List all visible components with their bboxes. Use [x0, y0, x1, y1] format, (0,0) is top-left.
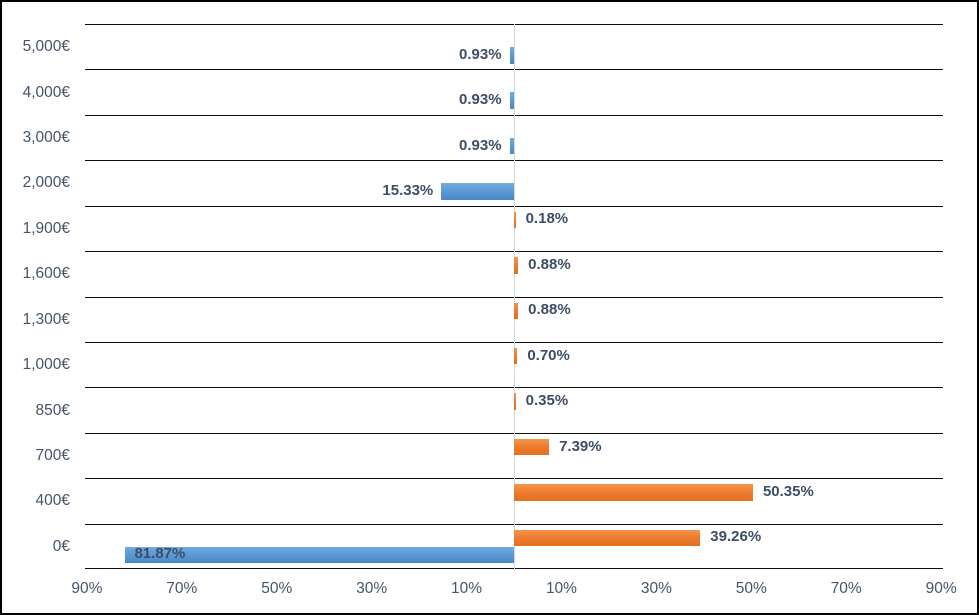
bar-label: 39.26%: [710, 528, 762, 546]
category-label: 1,900€: [22, 219, 70, 237]
bar-label: 81.87%: [134, 545, 186, 563]
x-tick-label: 50%: [735, 580, 767, 597]
bar-label: 0.88%: [528, 301, 571, 319]
bar-label: 0.88%: [528, 255, 571, 273]
x-tick-label: 50%: [261, 580, 293, 597]
bar-label: 0.35%: [525, 392, 569, 410]
category-label: 3,000€: [22, 129, 70, 147]
category-label: 850€: [35, 401, 70, 419]
x-tick-label: 90%: [71, 580, 103, 597]
bar-label: 0.70%: [527, 346, 570, 364]
bar-label: 7.39%: [559, 437, 602, 455]
bar-blue-left: [509, 47, 514, 64]
category-label: 0€: [52, 537, 70, 555]
x-tick-label: 30%: [640, 580, 672, 597]
x-tick-label: 70%: [166, 580, 198, 597]
zero-axis-line: [514, 24, 515, 569]
bar-label: 0.18%: [525, 210, 569, 228]
bar-orange-right: [514, 347, 518, 365]
bar-blue-left: [509, 92, 514, 109]
x-tick-label: 90%: [925, 580, 957, 597]
category-label: 4,000€: [22, 83, 70, 101]
category-label: 700€: [35, 446, 70, 464]
bar-blue-left: [441, 183, 514, 200]
x-tick-label: 10%: [451, 580, 483, 597]
category-label: 5,000€: [22, 38, 70, 56]
bar-orange-right: [514, 302, 519, 319]
category-label: 1,300€: [22, 310, 70, 328]
x-tick-label: 70%: [830, 580, 862, 597]
value-axis: 90% 70% 50% 30% 10% 10% 30% 50% 70% 90%: [71, 579, 956, 601]
bar-label: 0.93%: [459, 91, 502, 109]
bar-orange-right: [514, 257, 519, 274]
x-tick-label: 30%: [356, 580, 388, 597]
bar-label: 50.35%: [762, 482, 814, 500]
bar-orange-right: [514, 438, 550, 456]
bar-label: 15.33%: [382, 182, 434, 199]
bar-label: 0.93%: [459, 45, 502, 63]
bar-orange-right: [514, 529, 701, 547]
bar-orange-right: [514, 211, 516, 229]
category-label: 400€: [35, 492, 70, 510]
category-axis: 5,000€ 4,000€ 3,000€ 2,000€ 1,900€ 1,600€ 1,30…: [2, 24, 72, 569]
bar-orange-right: [514, 484, 753, 501]
bar-label: 0.93%: [459, 136, 502, 154]
category-label: 2,000€: [22, 174, 70, 192]
bar-orange-right: [514, 393, 516, 410]
bar-blue-left: [509, 137, 514, 155]
x-tick-label: 10%: [545, 580, 577, 597]
category-label: 1,000€: [22, 356, 70, 374]
category-label: 1,600€: [22, 265, 70, 283]
bar-blue-left: [125, 546, 514, 564]
plot-area: 0.93% 0.93% 0.93% 15.33% 81.87% 0.18% 0.88% 0.8…: [85, 24, 943, 569]
